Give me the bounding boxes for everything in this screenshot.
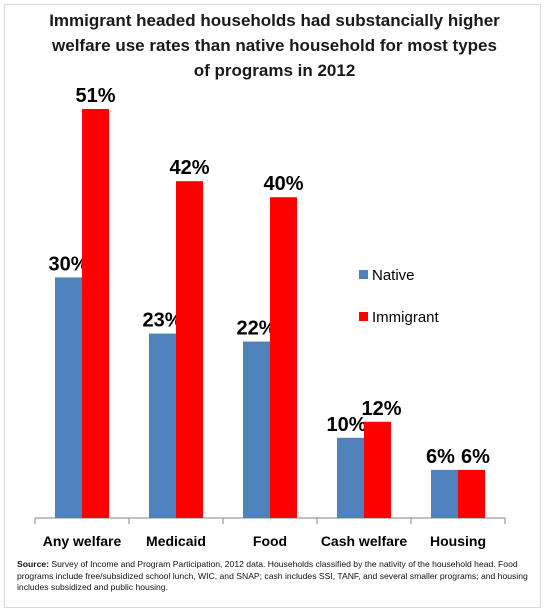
source-label: Source: [17, 559, 49, 569]
bar-native [243, 341, 270, 518]
source-note: Source: Survey of Income and Program Par… [17, 559, 532, 594]
bar-immigrant [176, 181, 203, 519]
source-text: Survey of Income and Program Participati… [17, 559, 528, 592]
data-label-immigrant: 42% [169, 157, 209, 179]
chart-title-line-2: welfare use rates than native household … [52, 36, 497, 55]
data-label-native: 30% [48, 253, 88, 275]
chart-title-line-3: of programs in 2012 [193, 61, 356, 80]
data-label-native: 6% [426, 446, 455, 468]
data-label-immigrant: 51% [75, 85, 115, 107]
legend-swatch-immigrant [359, 312, 368, 321]
bar-native [55, 277, 82, 518]
data-label-native: 23% [142, 310, 182, 332]
x-tick-label: Any welfare [43, 533, 122, 549]
bar-native [337, 437, 364, 518]
bar-immigrant [82, 109, 109, 518]
data-label-immigrant: 12% [361, 398, 401, 420]
x-tick-label: Cash welfare [321, 533, 408, 549]
chart-title-line-1: Immigrant headed households had substanc… [49, 11, 500, 30]
x-tick-label: Food [253, 533, 287, 549]
bar-immigrant [458, 469, 485, 518]
legend-label-immigrant: Immigrant [372, 309, 440, 326]
legend-swatch-native [359, 270, 368, 279]
chart-title: Immigrant headed households had substanc… [0, 8, 549, 83]
data-label-immigrant: 40% [263, 173, 303, 195]
data-label-native: 22% [236, 318, 276, 340]
data-label-immigrant: 6% [461, 446, 490, 468]
data-label-native: 10% [326, 414, 366, 436]
bar-immigrant [364, 421, 391, 518]
bar-native [431, 469, 458, 518]
bar-native [149, 333, 176, 518]
legend-label-native: Native [372, 267, 415, 284]
x-tick-label: Housing [430, 533, 486, 549]
x-tick-label: Medicaid [146, 533, 206, 549]
bar-immigrant [270, 197, 297, 518]
